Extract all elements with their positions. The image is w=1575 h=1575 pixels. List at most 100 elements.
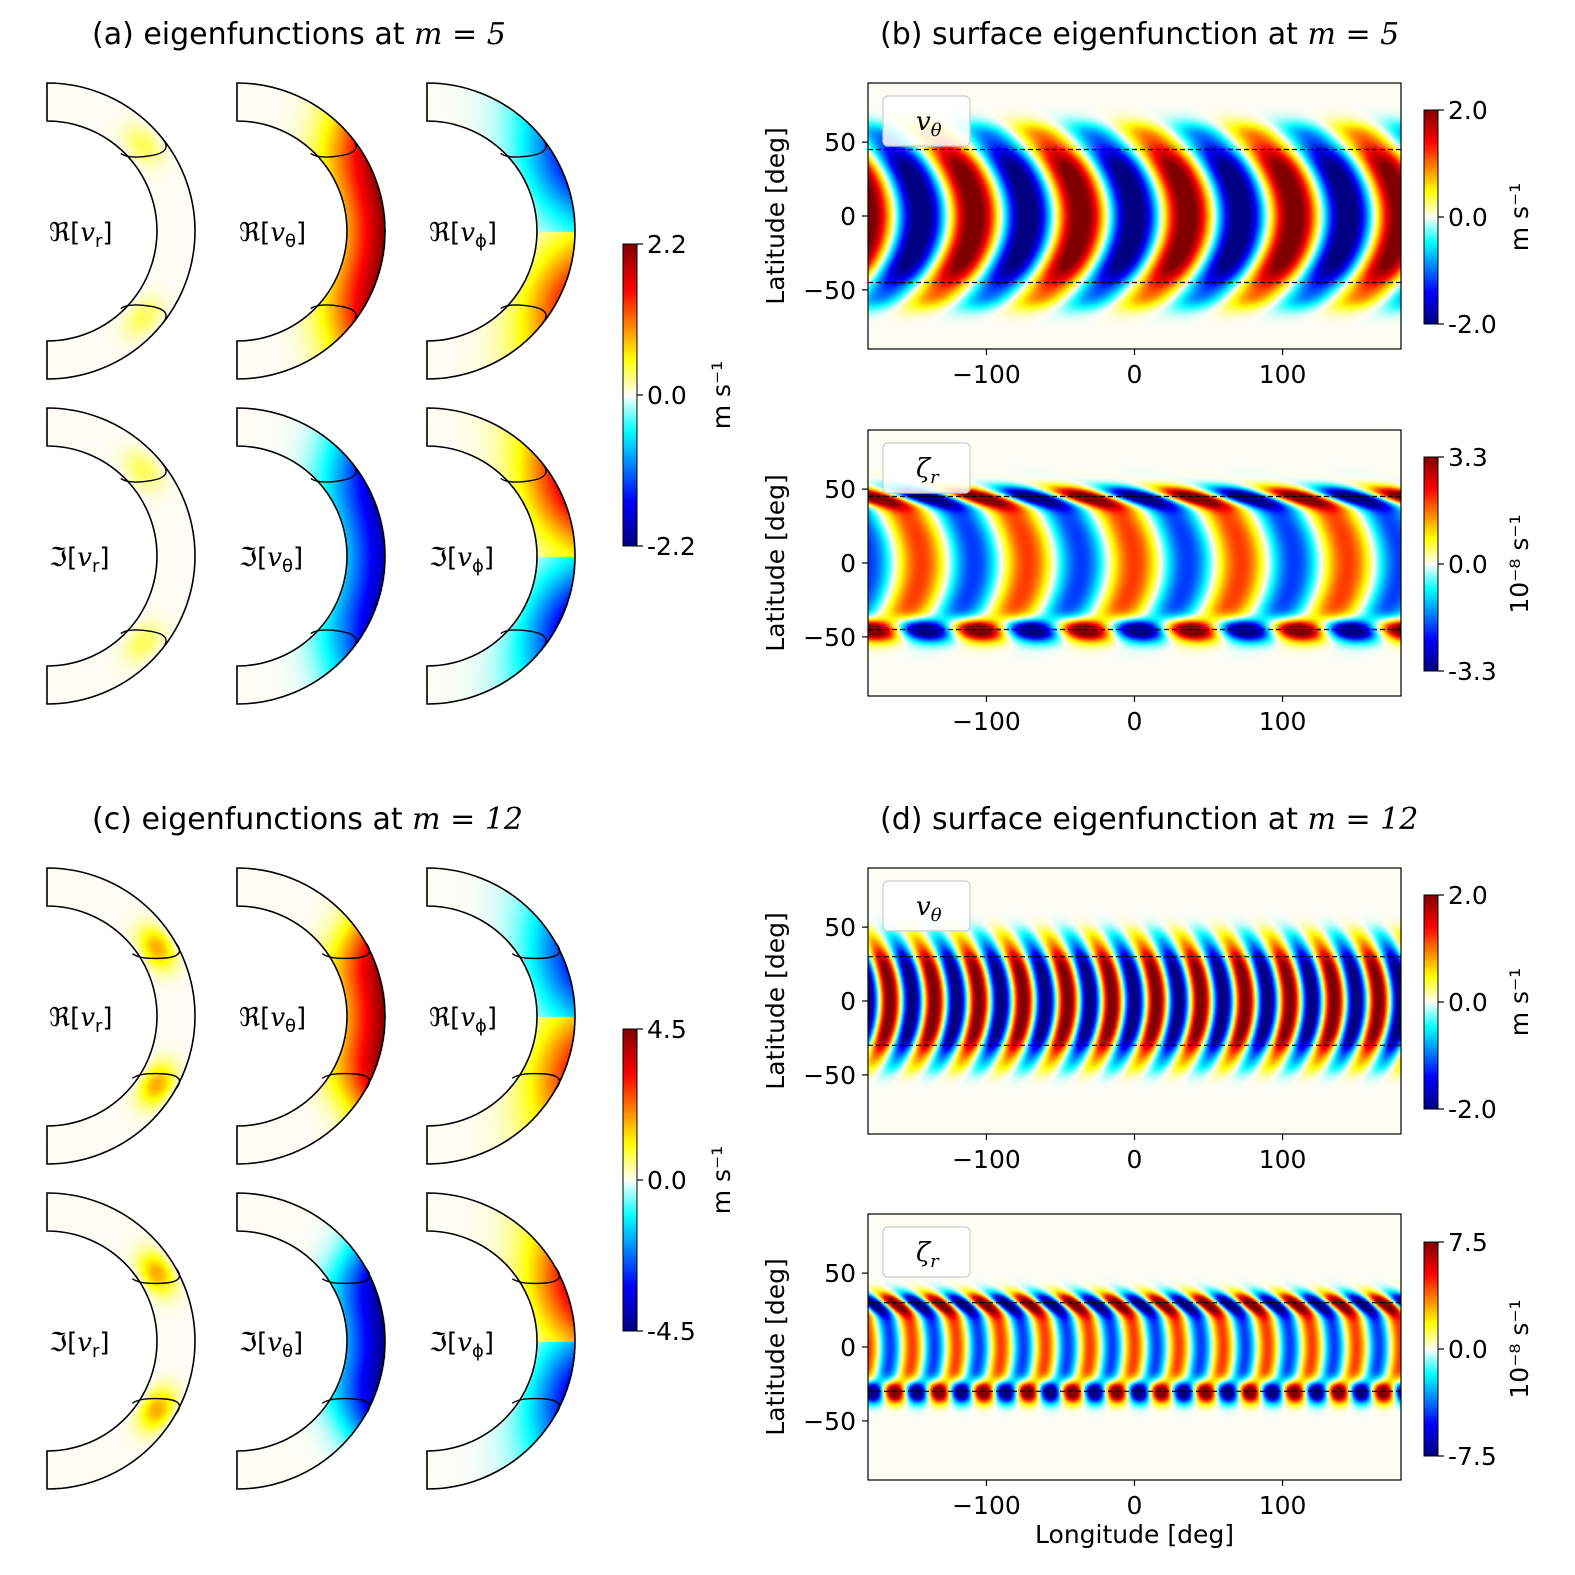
colorbar-d-vtheta [1423, 894, 1439, 1110]
colorbar-d-zeta-tick: 0.0 [1448, 1335, 1488, 1364]
colorbar-a-unit: m s⁻¹ [707, 361, 736, 430]
colorbar-a-tick: -2.2 [647, 532, 696, 561]
y-tick-label: −50 [803, 1407, 856, 1436]
shell-label-im_vp: ℑ[vϕ] [429, 1328, 494, 1362]
shell-field [237, 408, 392, 708]
x-tick-label: 0 [1127, 1145, 1143, 1174]
shell-outline [426, 407, 576, 705]
y-tick-label: −50 [803, 623, 856, 652]
x-tick-label: −100 [952, 1145, 1021, 1174]
shell-outline [426, 867, 576, 1165]
shell-outline [46, 82, 196, 380]
y-tick-label: 0 [840, 549, 856, 578]
shell-field [427, 408, 582, 708]
colorbar-c-tick: 0.0 [647, 1166, 687, 1195]
y-axis-label: Latitude [deg] [761, 127, 790, 304]
critical-latitude-curve [511, 942, 561, 960]
legend-box [882, 442, 971, 494]
shell-field [427, 1193, 582, 1493]
title-b: (b) surface eigenfunction at m = 5 [880, 17, 1399, 52]
shell-label-im_vr: ℑ[vr] [49, 543, 110, 577]
y-tick-label: 0 [840, 1333, 856, 1362]
critical-latitude-curve [310, 629, 357, 650]
colorbar-b-zeta-tick: -3.3 [1448, 657, 1497, 686]
colorbar-b-vtheta-tick: 2.0 [1448, 96, 1488, 125]
x-tick-label: 0 [1127, 360, 1143, 389]
colorbar-b-zeta-tick: 0.0 [1448, 550, 1488, 579]
colorbar-b-zeta [1423, 456, 1439, 672]
critical-latitude-curve [500, 137, 547, 158]
shell-panel-group-c: ℜ[vr] ℜ[vθ] ℜ[vϕ] ℑ[vr] ℑ[vθ] ℑ[vϕ] [46, 867, 582, 1493]
x-tick-label: 100 [1259, 1145, 1307, 1174]
y-tick-label: 0 [840, 202, 856, 231]
shell-label-im_vp: ℑ[vϕ] [429, 543, 494, 577]
shell-outline [426, 82, 576, 380]
critical-latitude-curve [511, 1072, 561, 1090]
x-tick-label: −100 [952, 1491, 1021, 1520]
critical-latitude-curve [120, 304, 167, 325]
y-tick-label: 0 [840, 987, 856, 1016]
shell-label-re_vr: ℜ[vr] [49, 218, 113, 252]
shell-label-im_vt: ℑ[vθ] [239, 543, 303, 577]
y-tick-label: −50 [803, 1061, 856, 1090]
legend-box [882, 95, 971, 147]
shell-label-re_vt: ℜ[vθ] [239, 218, 306, 252]
critical-latitude-curve [500, 629, 547, 650]
colorbar-d-vtheta-tick: 2.0 [1448, 881, 1488, 910]
title-d: (d) surface eigenfunction at m = 12 [880, 802, 1418, 837]
y-tick-label: 50 [824, 128, 856, 157]
shell-outline [236, 82, 386, 380]
shell-label-re_vt: ℜ[vθ] [239, 1003, 306, 1037]
shell-label-im_vr: ℑ[vr] [49, 1328, 110, 1362]
colorbar-d-vtheta-unit: m s⁻¹ [1505, 968, 1534, 1037]
x-tick-label: 0 [1127, 1491, 1143, 1520]
colorbar-d-zeta-tick: 7.5 [1448, 1228, 1488, 1257]
colorbar-a [622, 243, 638, 547]
shell-field [47, 1193, 202, 1493]
critical-latitude-curve [120, 629, 167, 650]
shell-outline [236, 407, 386, 705]
critical-latitude-curve [511, 1267, 561, 1285]
colorbar-d-zeta-unit: 10⁻⁸ s⁻¹ [1505, 1299, 1534, 1398]
shell-label-re_vr: ℜ[vr] [49, 1003, 113, 1037]
critical-latitude-curve [511, 1397, 561, 1415]
colorbar-c-unit: m s⁻¹ [707, 1146, 736, 1215]
colorbar-b-vtheta-tick: 0.0 [1448, 203, 1488, 232]
critical-latitude-curve [321, 1267, 371, 1285]
critical-latitude-curve [321, 942, 371, 960]
shell-outline [426, 1192, 576, 1490]
y-tick-label: 50 [824, 913, 856, 942]
colorbar-b-vtheta [1423, 109, 1439, 325]
critical-latitude-curve [310, 462, 357, 483]
critical-latitude-curve [131, 1397, 181, 1415]
shell-outline [46, 1192, 196, 1490]
x-tick-label: 100 [1259, 1491, 1307, 1520]
legend-label: ζr [916, 454, 940, 488]
critical-latitude-curve [310, 137, 357, 158]
x-axis-label: Longitude [deg] [1035, 1520, 1234, 1549]
shell-field [47, 868, 202, 1168]
critical-latitude-curve [120, 462, 167, 483]
shell-label-re_vp: ℜ[vϕ] [429, 218, 497, 252]
y-axis-label: Latitude [deg] [761, 1258, 790, 1435]
colorbar-c-tick: 4.5 [647, 1015, 687, 1044]
colorbar-b-zeta-unit: 10⁻⁸ s⁻¹ [1505, 514, 1534, 613]
y-tick-label: 50 [824, 1259, 856, 1288]
y-tick-label: −50 [803, 276, 856, 305]
x-tick-label: −100 [952, 360, 1021, 389]
colorbar-group: 2.2 0.0 -2.2 m s⁻¹ 4.5 0.0 -4.5 m s⁻¹ 2.0 0.0 -2.0… [622, 96, 1534, 1471]
legend-box [882, 1226, 971, 1278]
x-tick-label: 100 [1259, 360, 1307, 389]
critical-latitude-curve [321, 1072, 371, 1090]
y-tick-label: 50 [824, 475, 856, 504]
shell-label-im_vt: ℑ[vθ] [239, 1328, 303, 1362]
colorbar-d-vtheta-tick: -2.0 [1448, 1095, 1497, 1124]
critical-latitude-curve [310, 304, 357, 325]
shell-field [237, 83, 392, 383]
colorbar-b-vtheta-tick: -2.0 [1448, 310, 1497, 339]
critical-latitude-curve [131, 942, 181, 960]
shell-field [237, 868, 392, 1168]
colorbar-d-zeta [1423, 1241, 1439, 1457]
title-a: (a) eigenfunctions at m = 5 [92, 17, 506, 52]
